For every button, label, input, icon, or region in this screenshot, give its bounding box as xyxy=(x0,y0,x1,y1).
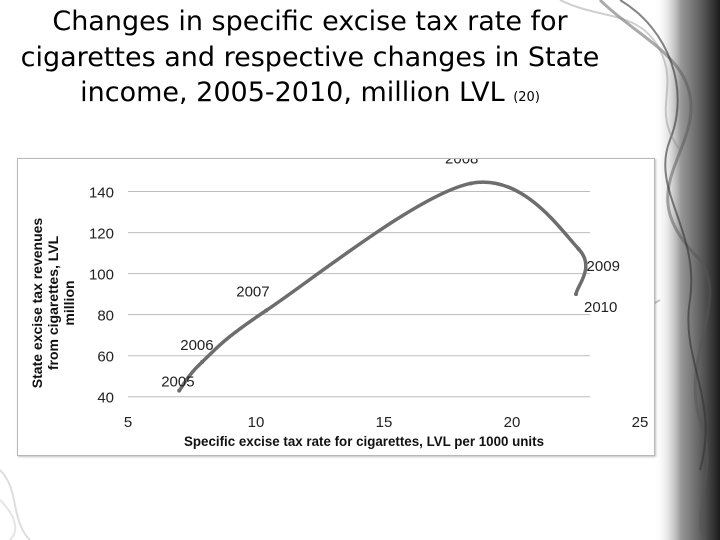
data-point-2008 xyxy=(469,181,474,186)
data-point-2007 xyxy=(264,308,269,313)
x-tick-label: 15 xyxy=(376,414,393,431)
x-axis-title: Specific excise tax rate for cigarettes,… xyxy=(184,433,544,449)
data-point-2009 xyxy=(576,246,581,251)
chart-frame: 40 60 80 100 120 140 5 10 15 20 25 Specific excise … xyxy=(17,158,655,456)
y-axis-title-line: million xyxy=(61,280,77,325)
y-tick-label: 100 xyxy=(89,267,114,284)
slide-title: Changes in specific excise tax rate for … xyxy=(0,4,620,111)
y-axis-title-line: State excise tax revenues xyxy=(29,218,45,389)
y-axis-title: State excise tax revenuesfrom cigarettes… xyxy=(29,218,77,389)
data-label: 2010 xyxy=(584,299,617,316)
x-tick-label: 20 xyxy=(504,414,521,431)
data-point-2010 xyxy=(574,292,578,297)
line-chart: 40 60 80 100 120 140 5 10 15 20 25 Specific excise … xyxy=(29,159,649,449)
data-label: 2007 xyxy=(236,284,269,301)
y-tick-label: 60 xyxy=(97,349,114,366)
data-label: 2005 xyxy=(161,374,194,391)
data-point-2006 xyxy=(200,359,205,364)
x-tick-label: 10 xyxy=(248,414,265,431)
data-point-2005 xyxy=(177,388,182,393)
y-tick-label: 80 xyxy=(97,308,114,325)
data-label: 2008 xyxy=(445,159,478,167)
data-label: 2006 xyxy=(180,337,213,354)
data-label: 2009 xyxy=(587,258,620,275)
y-tick-label: 120 xyxy=(89,226,114,243)
x-tick-label: 5 xyxy=(124,414,132,431)
y-tick-label: 140 xyxy=(89,185,114,202)
slide-title-text: Changes in specific excise tax rate for … xyxy=(20,6,600,109)
slide-title-reference: (20) xyxy=(513,90,540,106)
y-axis-title-line: from cigarettes, LVL xyxy=(45,235,61,370)
x-tick-label: 25 xyxy=(632,414,649,431)
y-tick-label: 40 xyxy=(97,390,114,407)
